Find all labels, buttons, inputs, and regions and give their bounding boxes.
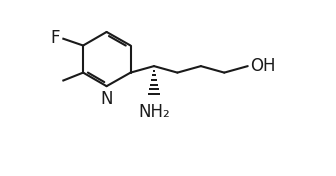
Text: N: N bbox=[100, 90, 113, 108]
Text: OH: OH bbox=[250, 57, 276, 75]
Text: F: F bbox=[50, 29, 60, 47]
Text: NH₂: NH₂ bbox=[138, 103, 170, 121]
